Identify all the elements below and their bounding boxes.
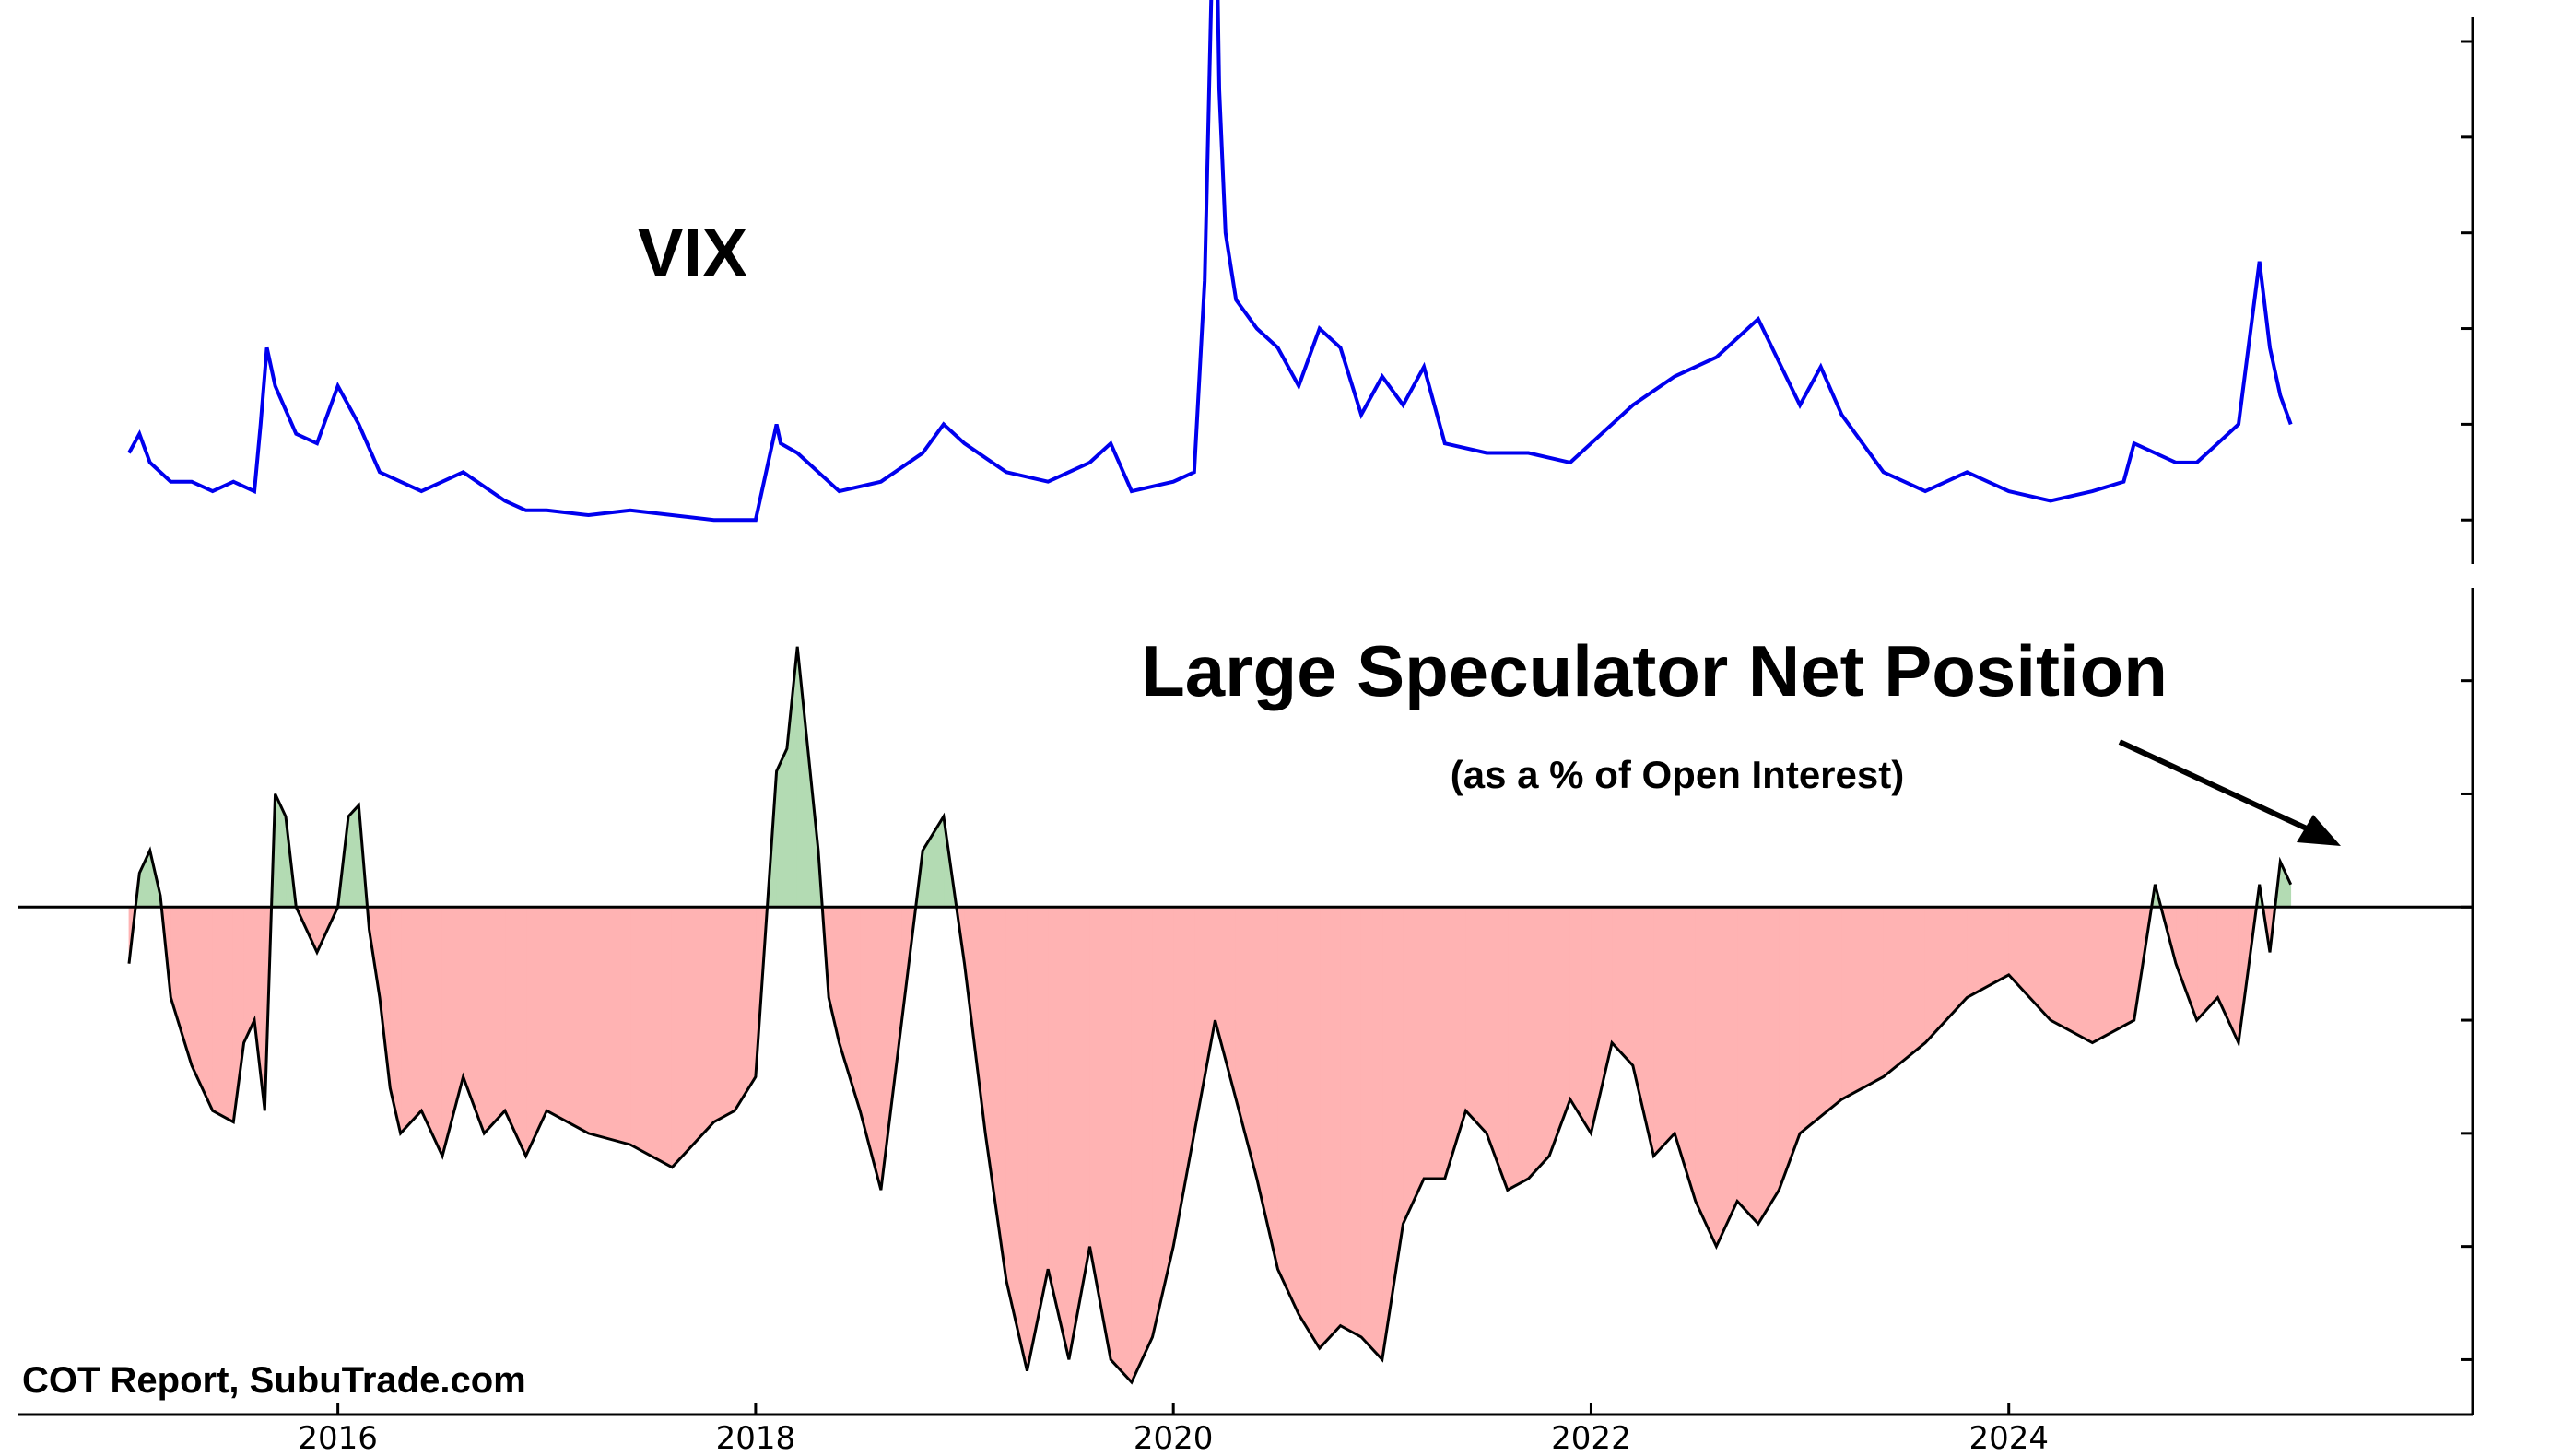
position-y-ticks: [2461, 679, 2473, 1361]
vix-panel: VIX: [127, 0, 2474, 564]
annotation-arrow: [2118, 739, 2341, 846]
position-negative-fill: [128, 906, 2291, 1384]
x-tick-label: 2024: [1969, 1420, 2049, 1456]
vix-series-line: [127, 0, 2293, 523]
x-tick-label: 2022: [1551, 1420, 1631, 1456]
vix-y-ticks: [2461, 40, 2473, 522]
position-subtitle: (as a % of Open Interest): [1451, 753, 1904, 796]
position-title: Large Speculator Net Position: [1141, 630, 2168, 711]
x-tick-label: 2016: [298, 1420, 378, 1456]
x-axis-ticks: 2016 2018 2020 2022 2024: [298, 1403, 2049, 1456]
net-position-panel: Large Speculator Net Position (as a % of…: [18, 588, 2474, 1456]
vix-title: VIX: [638, 215, 747, 291]
x-tick-label: 2018: [716, 1420, 796, 1456]
source-note: COT Report, SubuTrade.com: [22, 1360, 526, 1401]
x-tick-label: 2020: [1134, 1420, 1214, 1456]
position-series-line: [127, 646, 2293, 1385]
